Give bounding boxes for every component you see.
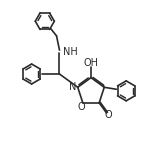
Text: OH: OH bbox=[84, 58, 99, 68]
Text: NH: NH bbox=[63, 47, 78, 57]
Text: O: O bbox=[104, 110, 112, 120]
Text: O: O bbox=[78, 102, 85, 112]
Text: N: N bbox=[69, 82, 77, 92]
